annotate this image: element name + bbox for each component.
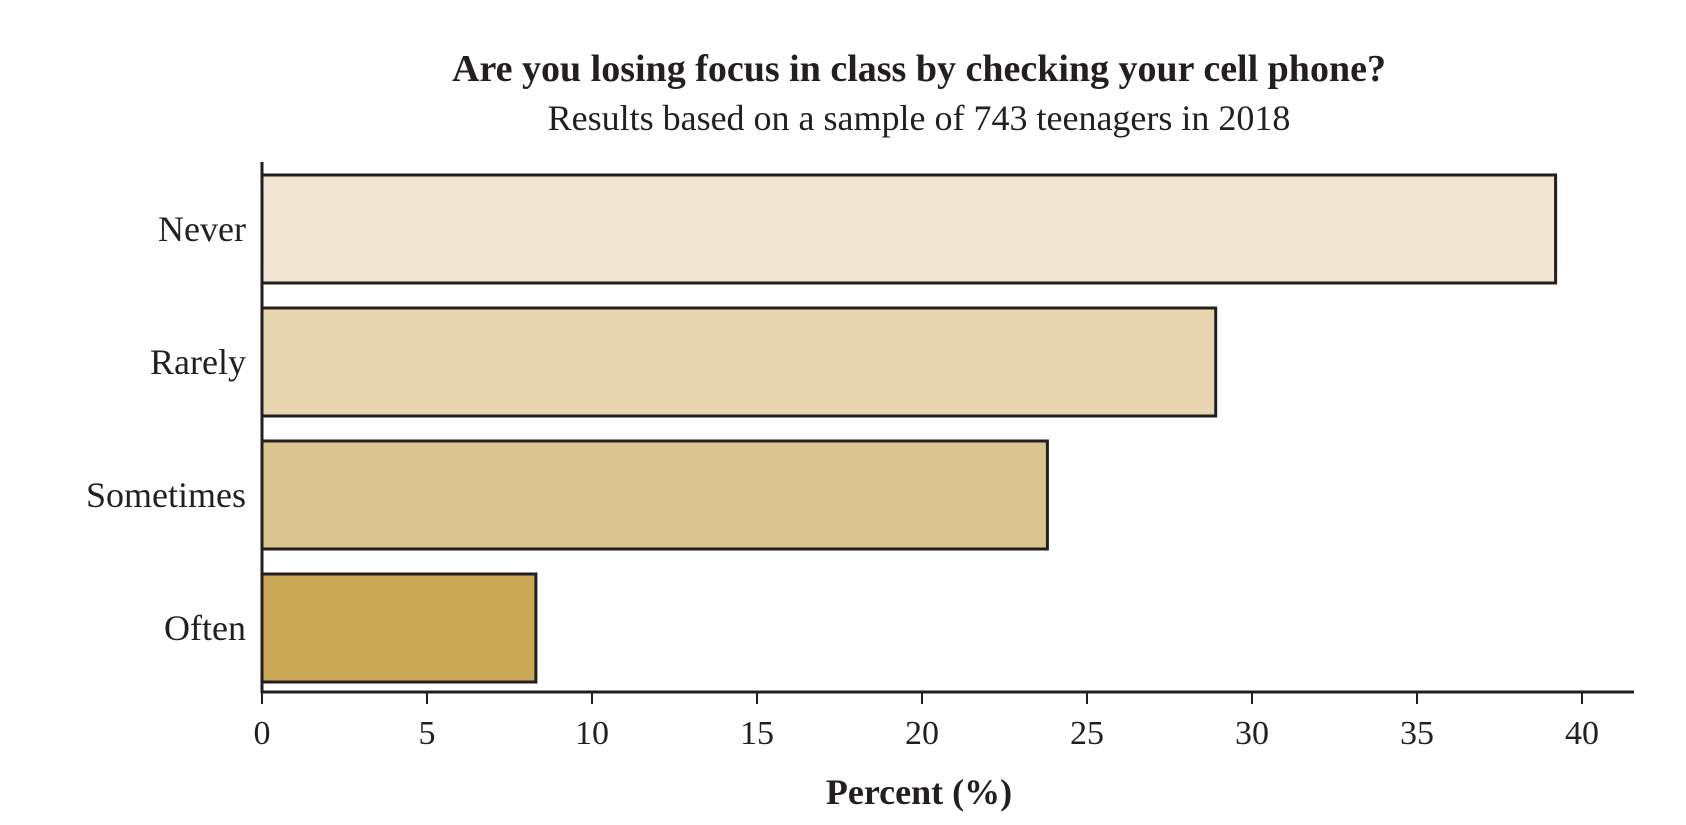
x-tick-label-15: 15 [740,715,774,752]
bar-often [260,572,538,684]
x-tick-label-20: 20 [905,715,939,752]
category-label-never: Never [158,209,246,249]
bar-never [260,173,1558,285]
axes [260,162,1634,694]
bar-rarely [260,306,1218,418]
x-tick-label-40: 40 [1565,715,1599,752]
category-labels: Never Rarely Sometimes Often [86,209,246,648]
category-label-rarely: Rarely [150,342,246,382]
category-label-often: Often [164,608,246,648]
category-label-sometimes: Sometimes [86,475,246,515]
chart-title: Are you losing focus in class by checkin… [452,48,1386,90]
x-axis-ticks: 0 5 10 15 20 25 30 35 40 [254,692,1599,752]
x-axis-title: Percent (%) [826,772,1012,812]
x-tick-label-35: 35 [1400,715,1434,752]
chart-subtitle: Results based on a sample of 743 teenage… [548,98,1291,138]
x-tick-label-25: 25 [1070,715,1104,752]
x-tick-label-10: 10 [575,715,609,752]
x-tick-label-0: 0 [254,715,271,752]
bar-sometimes [260,439,1049,551]
bars-group [260,173,1558,684]
x-tick-label-5: 5 [419,715,436,752]
x-tick-label-30: 30 [1235,715,1269,752]
